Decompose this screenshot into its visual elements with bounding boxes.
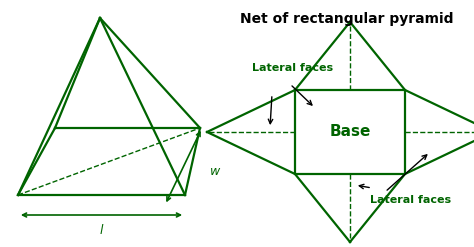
Text: Lateral faces: Lateral faces — [252, 63, 333, 73]
Text: l: l — [100, 224, 103, 236]
Text: Net of rectangular pyramid: Net of rectangular pyramid — [240, 12, 454, 26]
Text: w: w — [210, 165, 220, 178]
Text: Lateral faces: Lateral faces — [370, 195, 451, 205]
Text: Base: Base — [329, 124, 371, 140]
